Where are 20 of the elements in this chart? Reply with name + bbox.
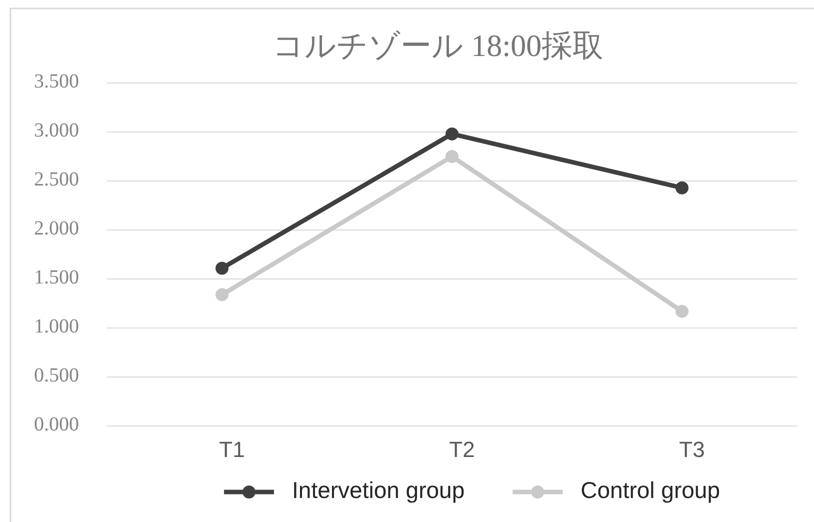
legend-label: Intervetion group: [292, 477, 465, 504]
y-tick-label: 2.500: [34, 168, 79, 191]
point: [446, 127, 458, 140]
point: [676, 181, 688, 194]
point: [216, 288, 228, 302]
point: [216, 262, 228, 275]
y-tick-label: 3.000: [34, 120, 79, 142]
y-tick-label: 0.000: [34, 414, 79, 436]
point: [446, 150, 458, 163]
x-tick-label: T3: [679, 436, 705, 462]
y-tick-label: 1.500: [34, 266, 79, 289]
point: [676, 304, 688, 318]
x-tick-label: T1: [219, 436, 245, 462]
y-tick-label: 3.500: [34, 70, 79, 93]
chart-title: コルチゾール 18:00採取: [272, 28, 604, 64]
y-tick-label: 2.000: [34, 218, 79, 240]
x-tick-label: T2: [449, 436, 475, 462]
legend-label: Control group: [580, 477, 720, 504]
y-tick-label: 1.000: [34, 316, 79, 338]
y-tick-label: 0.500: [34, 364, 79, 387]
